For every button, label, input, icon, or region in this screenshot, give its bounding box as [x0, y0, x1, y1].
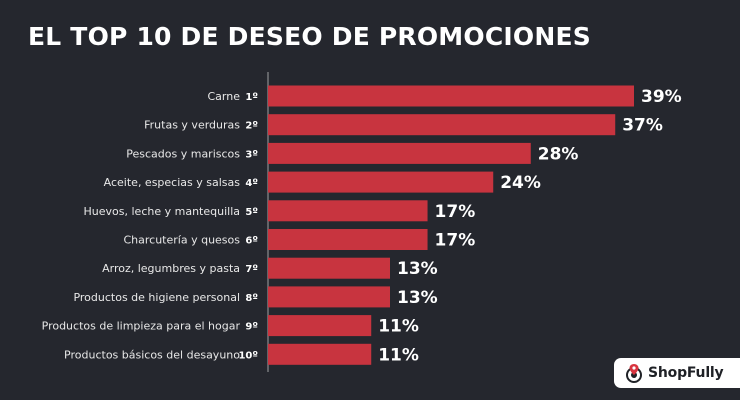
bar-9 — [268, 315, 372, 337]
category-label: Frutas y verduras — [144, 119, 240, 132]
value-label: 28% — [538, 144, 579, 164]
bar-7 — [268, 257, 390, 279]
rank-label: 9º — [245, 322, 258, 333]
bar-2 — [268, 114, 616, 136]
category-label: Productos de higiene personal — [73, 291, 240, 304]
value-label: 17% — [435, 231, 476, 251]
bars-group: 1º Carne 39% 2º Frutas y verduras 37% 3º Pescad… — [42, 85, 682, 365]
rank-label: 3º — [245, 149, 258, 160]
rank-label: 4º — [245, 178, 258, 189]
category-label: Arroz, legumbres y pasta — [102, 262, 240, 275]
category-label: Carne — [208, 90, 241, 103]
value-label: 17% — [435, 202, 476, 222]
value-label: 37% — [622, 116, 663, 136]
bar-3 — [268, 142, 531, 164]
bar-4 — [268, 171, 494, 193]
rank-label: 5º — [245, 207, 258, 218]
category-label: Aceite, especias y salsas — [104, 176, 241, 189]
bar-5 — [268, 200, 428, 222]
rank-label: 2º — [245, 121, 258, 132]
value-label: 13% — [397, 288, 438, 308]
category-label: Productos básicos del desayuno — [64, 348, 240, 361]
category-label: Huevos, leche y mantequilla — [84, 205, 240, 218]
rank-label: 8º — [245, 293, 258, 304]
chart-title: EL TOP 10 DE DESEO DE PROMOCIONES — [28, 22, 591, 51]
value-label: 13% — [397, 259, 438, 279]
rank-label: 7º — [245, 264, 258, 275]
category-label: Charcutería y quesos — [123, 234, 240, 247]
value-label: 24% — [500, 173, 541, 193]
value-label: 11% — [378, 345, 419, 365]
value-label: 11% — [378, 317, 419, 337]
bar-6 — [268, 229, 428, 250]
category-label: Pescados y mariscos — [126, 147, 240, 160]
shopfully-logo-icon — [626, 364, 642, 383]
bar-8 — [268, 286, 390, 308]
brand-name: ShopFully — [648, 365, 724, 381]
category-label: Productos de limpieza para el hogar — [42, 320, 241, 333]
rank-label: 1º — [245, 92, 258, 103]
brand-badge: ShopFully — [614, 358, 740, 388]
bar-10 — [268, 343, 372, 365]
rank-label: 6º — [245, 236, 258, 247]
bar-1 — [268, 85, 634, 107]
rank-label: 10º — [238, 350, 258, 361]
value-label: 39% — [641, 87, 682, 107]
